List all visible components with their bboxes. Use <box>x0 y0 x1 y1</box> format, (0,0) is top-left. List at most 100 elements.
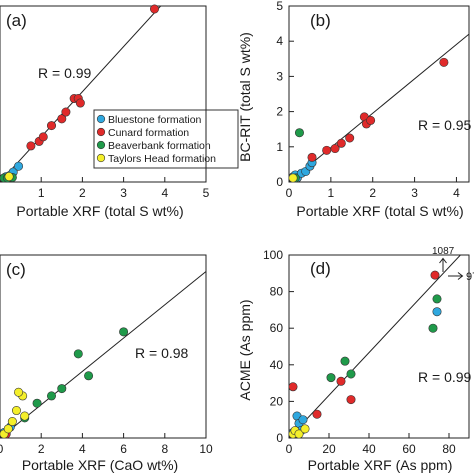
panel-c-point-beaverbank-formation <box>119 327 129 337</box>
panel-d-point-cunard-formation <box>312 409 322 419</box>
panel-d-y-tick-label: 0 <box>276 431 283 445</box>
panel-d-x-tick-label: 80 <box>442 442 456 456</box>
panel-c-point-taylors-head-formation <box>20 411 30 421</box>
panel-c-point-beaverbank-formation <box>57 384 67 394</box>
panel-b-point-cunard-formation <box>336 138 346 148</box>
panel-c-plot-frame <box>0 254 207 439</box>
panel-d-point-cunard-formation <box>346 395 356 405</box>
panel-d-fit-line <box>289 255 462 438</box>
panel-d: (d) R = 0.99 ACME (As ppm) Portable XRF … <box>237 246 474 473</box>
panel-c-x-tick-label: 0 <box>0 442 4 456</box>
panel-a-r-annotation: R = 0.99 <box>38 65 92 81</box>
panel-d-annotation-1087: 1087 <box>432 246 455 257</box>
panel-a-x-tick-label: 4 <box>161 186 168 200</box>
panel-c-point-taylors-head-formation <box>11 406 21 416</box>
panel-d-x-tick-label: 60 <box>402 442 416 456</box>
panel-d-x-tick-label: 0 <box>286 442 293 456</box>
panel-d-annotation-97: 97 <box>466 271 474 283</box>
panel-c-x-tick-label: 8 <box>161 442 168 456</box>
panel-b-point-cunard-formation <box>345 133 355 143</box>
panel-d-y-tick-label: 100 <box>263 248 283 262</box>
panel-c-point-beaverbank-formation <box>73 349 83 359</box>
legend-marker-cunard <box>96 127 106 137</box>
panel-a-point-cunard-formation <box>26 141 36 151</box>
panel-b-label: (b) <box>310 11 331 30</box>
panel-d-y-tick-label: 60 <box>270 321 284 335</box>
panel-c-xlabel: Portable XRF (CaO wt%) <box>22 457 178 473</box>
panel-b-y-tick-label: 3 <box>276 69 283 83</box>
panel-b-point-cunard-formation <box>366 115 376 125</box>
panel-a-point-taylors-head-formation <box>4 172 14 182</box>
panel-c-label: (c) <box>6 260 26 279</box>
panel-d-offscale-arrow-up <box>439 257 447 272</box>
panel-d-point-beaverbank-formation <box>346 369 356 379</box>
panel-b-x-tick-label: 2 <box>369 186 376 200</box>
panel-d-plot-frame <box>288 254 470 439</box>
panel-c-point-taylors-head-formation <box>7 417 17 427</box>
panel-b-point-cunard-formation <box>307 152 317 162</box>
panel-d-y-tick-label: 40 <box>270 358 284 372</box>
panel-d-r-annotation: R = 0.99 <box>418 369 472 385</box>
panel-c-r-annotation: R = 0.98 <box>135 345 189 361</box>
legend-marker-taylors-head <box>96 153 106 163</box>
panel-b: (b) R = 0.95 BC-RIT (total S wt%) Portab… <box>237 0 472 219</box>
legend-label-bluestone: Bluestone formation <box>108 114 202 126</box>
panel-b-y-tick-label: 0 <box>276 175 283 189</box>
panel-d-point-beaverbank-formation <box>432 294 442 304</box>
panel-c: (c) R = 0.98 Portable XRF (CaO wt%) 0 2 4 6… <box>0 254 213 473</box>
panel-a-x-tick-label: 5 <box>203 186 210 200</box>
panel-c-fit-line <box>0 271 206 438</box>
panel-d-point-taylors-head-formation <box>300 424 310 434</box>
panel-c-point-taylors-head-formation <box>14 387 24 397</box>
panel-d-point-beaverbank-formation <box>428 323 438 333</box>
panel-b-ylabel: BC-RIT (total S wt%) <box>237 32 253 162</box>
panel-b-y-tick-label: 2 <box>276 105 283 119</box>
panel-b-y-tick-label: 5 <box>276 0 283 13</box>
panel-a-x-tick-label: 3 <box>120 186 127 200</box>
panel-b-x-tick-label: 4 <box>453 186 460 200</box>
panel-b-point-beaverbank-formation <box>294 128 304 138</box>
panel-a-point-cunard-formation <box>38 132 48 142</box>
panel-d-y-tick-label: 80 <box>270 285 284 299</box>
panel-b-y-tick-label: 1 <box>276 140 283 154</box>
panel-d-point-cunard-formation <box>288 382 298 392</box>
panel-a-point-cunard-formation <box>46 121 56 131</box>
legend-box <box>93 109 239 169</box>
panel-a-x-tick-label: 1 <box>38 186 45 200</box>
panel-d-point-bluestone-formation <box>432 307 442 317</box>
panel-d-point-beaverbank-formation <box>340 356 350 366</box>
panel-a-point-cunard-formation <box>61 107 71 117</box>
panel-b-xlabel: Portable XRF (total S wt%) <box>296 203 463 219</box>
panel-d-y-tick-label: 20 <box>270 394 284 408</box>
panel-a-point-cunard-formation <box>150 4 160 14</box>
panel-c-x-tick-label: 10 <box>199 442 213 456</box>
panel-d-label: (d) <box>310 259 331 278</box>
panel-c-point-beaverbank-formation <box>32 398 42 408</box>
panel-a-point-cunard-formation <box>57 114 67 124</box>
panel-d-point-cunard-formation <box>430 270 440 280</box>
panel-c-point-taylors-head-formation <box>3 424 13 434</box>
panel-a-point-cunard-formation <box>75 98 85 108</box>
panel-d-point-taylors-head-formation <box>294 429 304 439</box>
panel-d-point-beaverbank-formation <box>326 373 336 383</box>
panel-b-point-cunard-formation <box>322 145 332 155</box>
panel-a-point-bluestone-formation <box>14 161 24 171</box>
panel-c-point-beaverbank-formation <box>46 391 56 401</box>
panel-b-plot-frame <box>288 5 470 183</box>
panel-c-x-tick-label: 2 <box>38 442 45 456</box>
panel-b-fit-line <box>289 33 469 182</box>
panel-d-offscale-arrow-right <box>448 272 464 280</box>
panel-d-xlabel: Portable XRF (As ppm) <box>308 457 453 473</box>
panel-c-x-tick-label: 4 <box>79 442 86 456</box>
panel-a: (a) R = 0.99 Bluestone formation Cunard … <box>0 4 239 219</box>
panel-b-r-annotation: R = 0.95 <box>418 117 472 133</box>
legend-label-beaverbank: Beaverbank formation <box>108 140 211 152</box>
panel-a-xlabel: Portable XRF (total S wt%) <box>16 203 183 219</box>
panel-b-x-tick-label: 1 <box>328 186 335 200</box>
panel-b-point-cunard-formation <box>330 144 340 154</box>
panel-a-plot-frame <box>0 5 207 183</box>
panel-c-x-tick-label: 6 <box>120 442 127 456</box>
panel-b-x-tick-label: 3 <box>411 186 418 200</box>
panel-b-y-tick-label: 4 <box>276 34 283 48</box>
